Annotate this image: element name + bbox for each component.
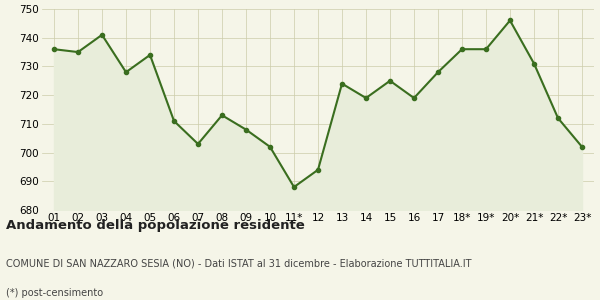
Text: Andamento della popolazione residente: Andamento della popolazione residente [6,219,305,232]
Text: COMUNE DI SAN NAZZARO SESIA (NO) - Dati ISTAT al 31 dicembre - Elaborazione TUTT: COMUNE DI SAN NAZZARO SESIA (NO) - Dati … [6,258,472,268]
Text: (*) post-censimento: (*) post-censimento [6,288,103,298]
